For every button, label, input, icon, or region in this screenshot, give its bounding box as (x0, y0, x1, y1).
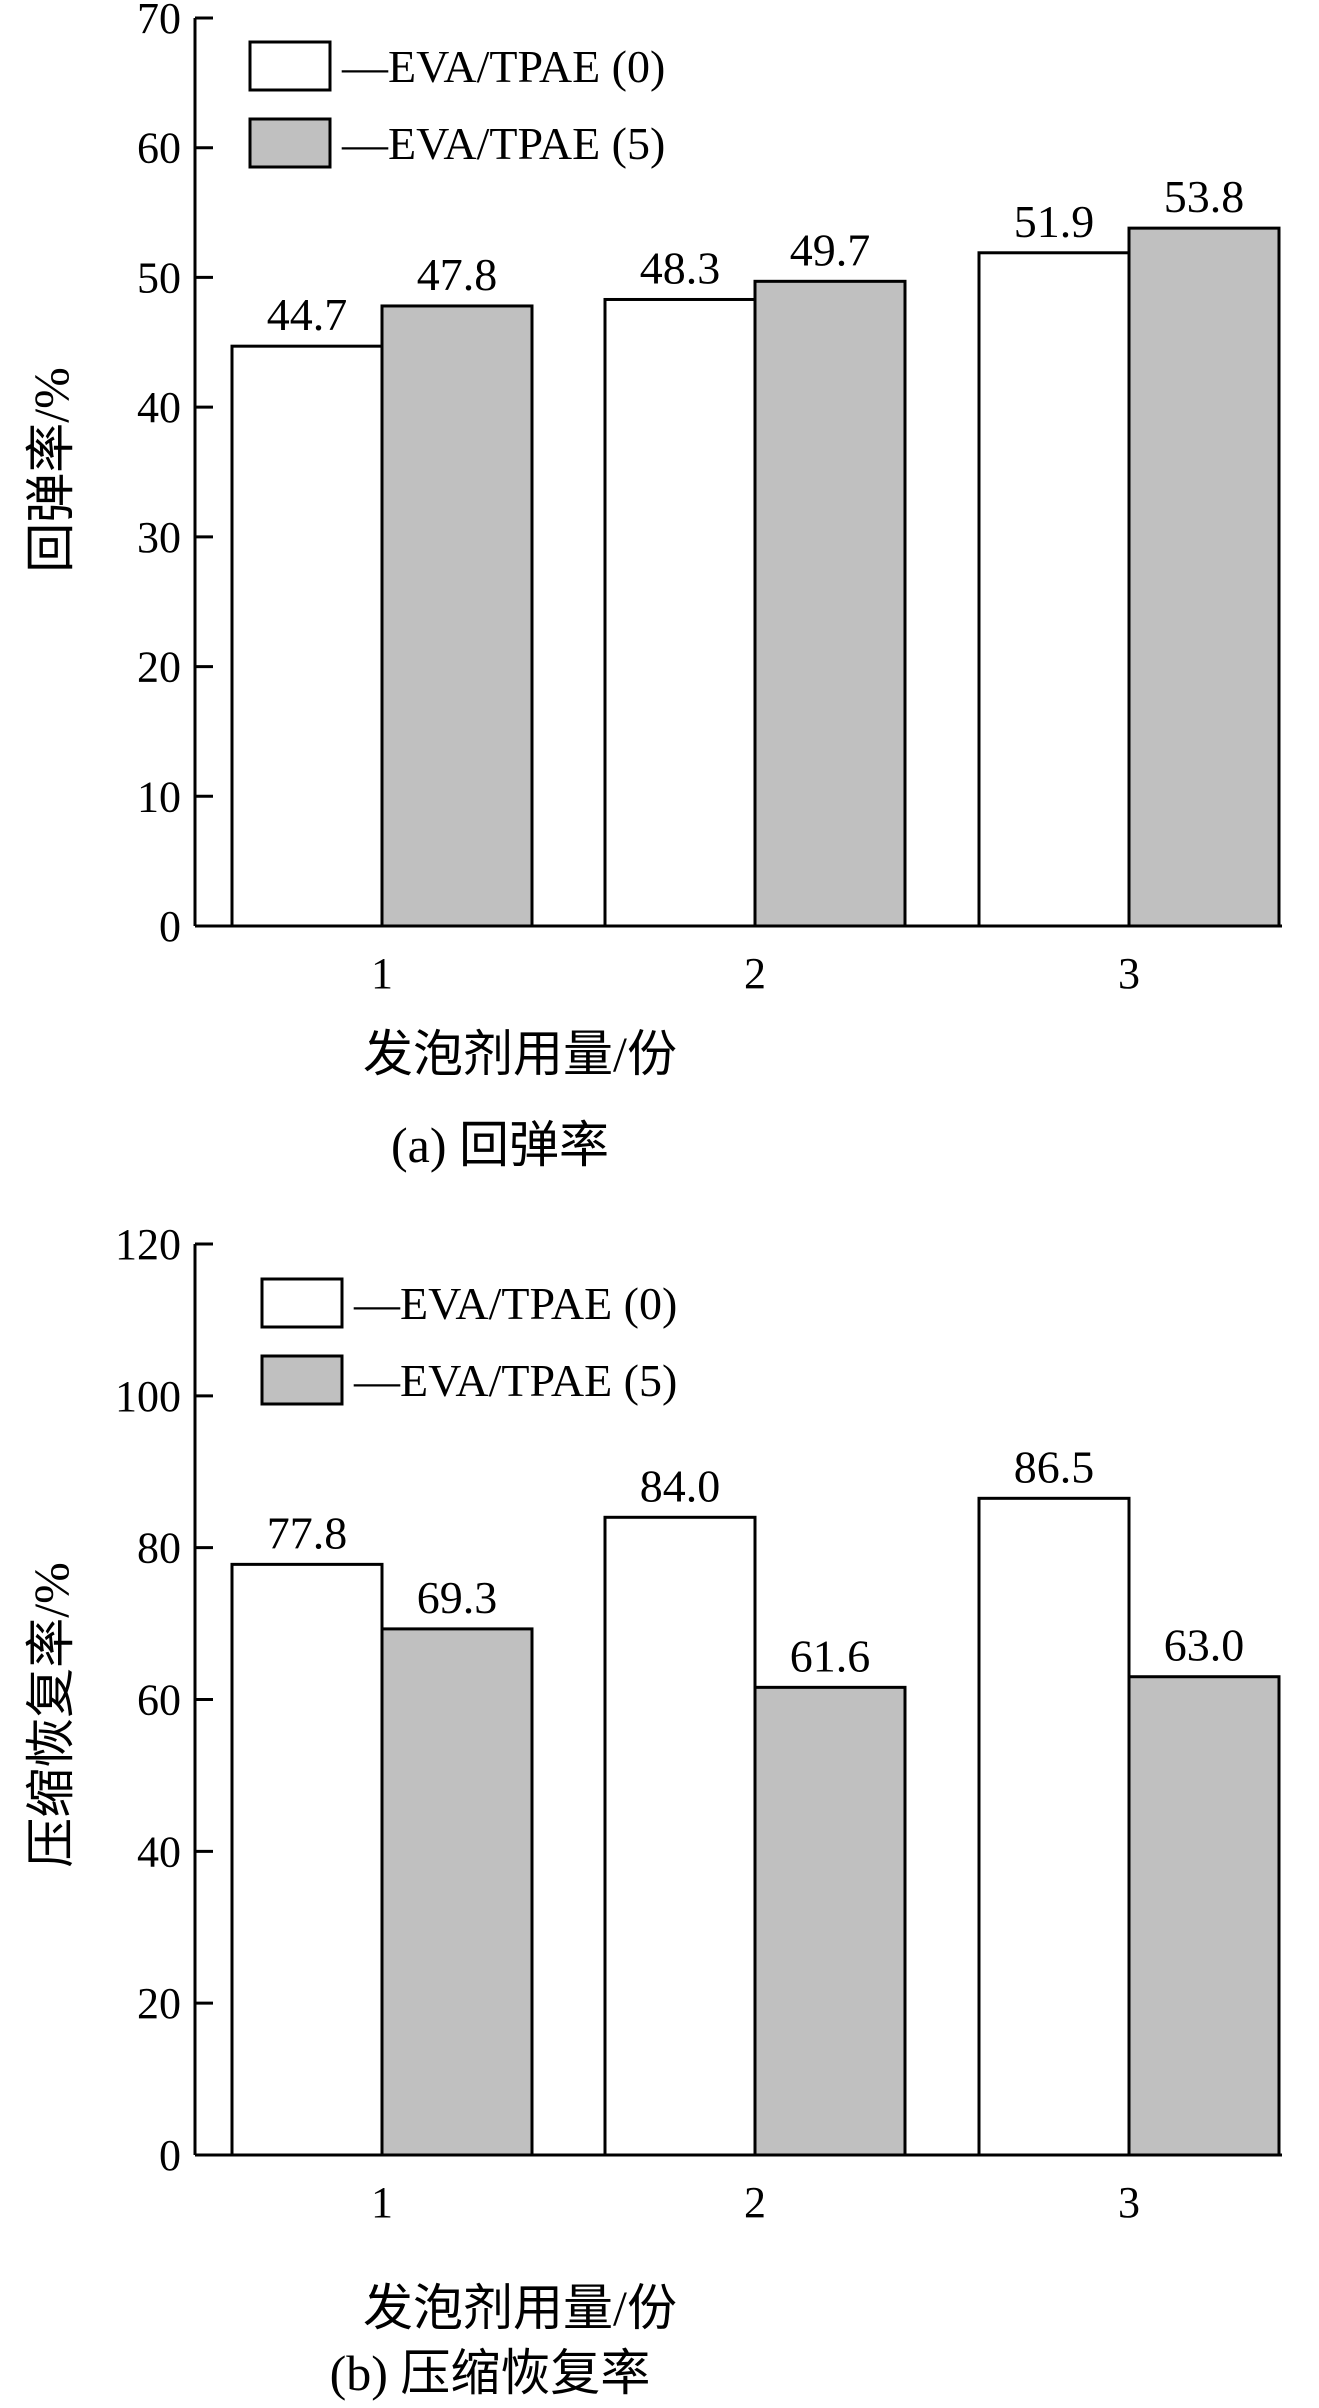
chart-a-bar-s1-c3 (977, 251, 1131, 928)
chart-a-legend-label: —EVA/TPAE (5) (341, 118, 665, 169)
chart-a-data-label: 44.7 (267, 289, 348, 340)
chart-b-data-label: 61.6 (790, 1630, 871, 1681)
chart-a-y-tick-label: 30 (137, 513, 181, 562)
chart-a-data-label: 49.7 (790, 224, 871, 275)
chart-b-y-tick-label: 100 (115, 1372, 181, 1421)
chart-b-y-tick-label: 60 (137, 1676, 181, 1725)
chart-b: 0 20 40 60 80 100 120 77.8 84.0 86.5 69.3 61.6 63.0 1… (23, 1220, 1282, 2401)
chart-a-bar-s2-c1 (380, 304, 534, 928)
chart-a-data-label: 48.3 (640, 242, 721, 293)
chart-b-legend-label: —EVA/TPAE (5) (353, 1355, 677, 1406)
chart-b-bar-s2-c1 (380, 1627, 534, 2157)
chart-b-y-tick-label: 0 (159, 2131, 181, 2180)
chart-b-y-axis-title: 压缩恢复率/% (23, 1562, 79, 1868)
chart-b-y-tick-label: 20 (137, 1979, 181, 2028)
chart-a-x-axis-title: 发泡剂用量/份 (363, 1026, 677, 1082)
chart-b-bar-s2-c2 (753, 1685, 907, 2157)
chart-b-bar-s1-c3 (977, 1496, 1131, 2157)
chart-a-y-tick-label: 0 (159, 902, 181, 951)
chart-a-data-label: 53.8 (1164, 171, 1245, 222)
chart-a-y-tick-label: 70 (137, 0, 181, 43)
chart-b-data-label: 77.8 (267, 1507, 348, 1558)
chart-b-plot-area: 0 20 40 60 80 100 120 77.8 84.0 86.5 69.3 61.6 63.0 1… (115, 1220, 1282, 2227)
chart-b-bar-s1-c2 (603, 1515, 757, 2157)
chart-b-data-label: 84.0 (640, 1460, 721, 1511)
chart-b-y-tick-label: 80 (137, 1524, 181, 1573)
chart-a-bar-s2-c3 (1127, 226, 1281, 928)
chart-b-y-tick-label: 120 (115, 1220, 181, 1269)
chart-b-caption: (b) 压缩恢复率 (330, 2345, 651, 2401)
chart-a-caption: (a) 回弹率 (391, 1117, 609, 1173)
chart-b-x-tick-label: 2 (744, 2178, 766, 2227)
chart-a-legend-swatch (248, 117, 332, 169)
chart-b-x-axis-title: 发泡剂用量/份 (363, 2280, 677, 2336)
chart-a: 0 10 20 30 40 50 60 70 44.7 48.3 51.9 47.8 49.7 53.8 1… (23, 0, 1282, 1173)
chart-a-legend-swatch (248, 40, 332, 92)
chart-b-y-tick-label: 40 (137, 1827, 181, 1876)
chart-b-legend-swatch (260, 1354, 344, 1406)
chart-a-y-axis-title: 回弹率/% (23, 367, 79, 573)
chart-b-legend-label: —EVA/TPAE (0) (353, 1278, 677, 1329)
chart-a-y-tick-label: 60 (137, 124, 181, 173)
chart-b-bar-s2-c3 (1127, 1675, 1281, 2157)
chart-b-legend-swatch (260, 1277, 344, 1329)
chart-a-data-label: 47.8 (417, 249, 498, 300)
chart-a-y-tick-label: 50 (137, 253, 181, 302)
chart-b-x-tick-label: 1 (371, 2178, 393, 2227)
chart-b-x-tick-label: 3 (1118, 2178, 1140, 2227)
chart-a-y-tick-label: 20 (137, 643, 181, 692)
chart-a-y-tick-label: 40 (137, 383, 181, 432)
chart-a-x-tick-label: 3 (1118, 949, 1140, 998)
chart-a-bar-s1-c2 (603, 297, 757, 928)
chart-a-x-tick-label: 2 (744, 949, 766, 998)
chart-a-bar-s2-c2 (753, 279, 907, 928)
chart-b-data-label: 63.0 (1164, 1620, 1245, 1671)
chart-a-plot-area: 0 10 20 30 40 50 60 70 44.7 48.3 51.9 47.8 49.7 53.8 1… (137, 0, 1282, 998)
chart-a-x-tick-label: 1 (371, 949, 393, 998)
chart-a-y-tick-label: 10 (137, 772, 181, 821)
chart-b-data-label: 86.5 (1014, 1441, 1095, 1492)
chart-a-data-label: 51.9 (1014, 196, 1095, 247)
chart-a-bar-s1-c1 (230, 344, 384, 928)
chart-b-bar-s1-c1 (230, 1562, 384, 2157)
chart-a-legend-label: —EVA/TPAE (0) (341, 41, 665, 92)
chart-b-data-label: 69.3 (417, 1572, 498, 1623)
